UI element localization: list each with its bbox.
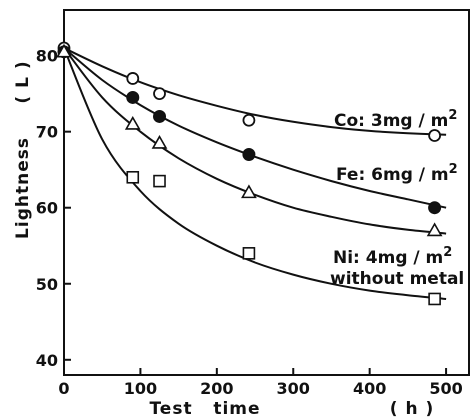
y-tick-label: 40 — [36, 351, 58, 370]
data-markers — [56, 41, 443, 306]
series-label-fe-main: Fe: 6mg / m — [336, 165, 449, 185]
data-point-circle-open — [428, 129, 442, 142]
data-point-triangle — [241, 184, 257, 199]
series-label-without-metal-main: without metal — [330, 269, 464, 289]
series-label-ni-sup: 2 — [443, 245, 452, 260]
data-point-circle-filled — [126, 90, 140, 104]
series-label-co-main: Co: 3mg / m — [334, 111, 448, 131]
y-tick-label: 80 — [36, 47, 58, 66]
series-label-co: Co: 3mg / m2 — [334, 108, 457, 131]
y-axis-title: Lightness — [13, 137, 33, 239]
x-tick-label: 100 — [124, 379, 157, 398]
data-point-circle-open — [126, 72, 140, 85]
series-label-ni-main: Ni: 4mg / m — [333, 248, 443, 268]
series-label-ni: Ni: 4mg / m2 — [333, 245, 452, 268]
data-point-triangle — [151, 134, 168, 149]
series-label-fe: Fe: 6mg / m2 — [336, 162, 458, 185]
data-point-square — [428, 292, 441, 306]
series-label-co-sup: 2 — [448, 108, 457, 123]
data-point-circle-open — [242, 113, 256, 127]
series-label-without-metal: without metal — [330, 269, 464, 289]
data-point-triangle — [56, 43, 72, 58]
data-point-circle-filled — [428, 201, 442, 215]
x-axis-title: Test time — [149, 399, 260, 418]
data-point-triangle — [426, 222, 443, 237]
x-tick-label: 200 — [200, 379, 233, 398]
data-point-triangle — [124, 115, 141, 130]
x-axis-unit: ( h ) — [390, 399, 434, 418]
data-point-circle-filled — [153, 109, 167, 123]
y-axis-unit: ( L ) — [13, 60, 33, 103]
data-point-square — [126, 170, 140, 184]
x-tick-label: 300 — [277, 379, 310, 398]
plot-frame — [63, 9, 470, 376]
series-label-fe-sup: 2 — [449, 162, 458, 177]
data-point-circle-filled — [242, 147, 256, 161]
x-tick-label: 400 — [353, 379, 386, 398]
series-curve — [63, 47, 447, 300]
data-point-square — [153, 174, 166, 188]
x-tick-label: 0 — [58, 379, 69, 398]
series-curve — [63, 47, 447, 235]
data-point-circle-open — [153, 87, 166, 101]
x-tick-label: 500 — [429, 379, 462, 398]
data-point-square — [242, 247, 256, 260]
y-tick-label: 60 — [36, 199, 58, 218]
y-tick-label: 50 — [36, 275, 58, 294]
axis-ticks: 0 100 200 300 400 500 40 50 60 70 80 — [36, 47, 463, 398]
y-tick-label: 70 — [36, 123, 58, 142]
